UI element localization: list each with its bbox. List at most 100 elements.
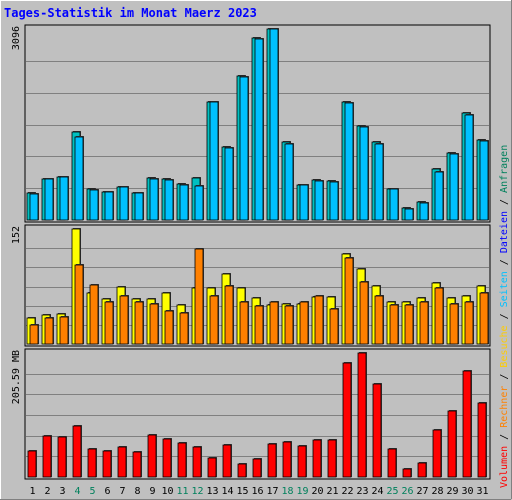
bar-dateien-day-9: [149, 178, 159, 221]
bar-besuche-day-4: [74, 264, 84, 345]
x-label-day-12: 12: [191, 486, 203, 497]
bar-besuche-day-17: [269, 301, 279, 345]
bar-volumen-day-18: [282, 441, 292, 478]
bar-dateien-day-1: [29, 193, 39, 221]
legend-text: Volumen / Rechner / Besuche / Seiten / D…: [499, 145, 510, 488]
bar-dateien-day-22: [344, 102, 354, 221]
legend-separator: /: [499, 307, 510, 325]
bar-dateien-day-28: [434, 171, 444, 221]
bar-dateien-day-11: [179, 184, 189, 221]
y-max-label-top: 3096: [11, 26, 22, 50]
legend-item-anfragen: Anfragen: [499, 145, 510, 193]
bar-dateien-day-14: [224, 147, 234, 221]
bar-volumen-day-2: [42, 435, 52, 478]
bar-dateien-day-13: [209, 101, 219, 221]
x-label-day-6: 6: [104, 486, 110, 497]
legend-item-besuche: Besuche: [499, 325, 510, 367]
bar-dateien-day-2: [44, 178, 54, 221]
bar-volumen-day-14: [222, 444, 232, 478]
x-axis-day-labels: 1 2 3 4 5 6 7 8 9 10 11 12 13 14 15 16 17 18 19 20 21 22 23 24 2…: [29, 486, 488, 497]
bar-besuche-day-25: [389, 304, 399, 345]
bar-dateien-day-31: [479, 140, 489, 221]
bar-volumen-day-31: [477, 402, 487, 478]
legend-right: Volumen / Rechner / Besuche / Seiten / D…: [499, 145, 510, 488]
bar-volumen-day-17: [267, 443, 277, 478]
bar-besuche-day-6: [104, 301, 114, 345]
bar-volumen-day-21: [327, 439, 337, 478]
bar-volumen-day-25: [387, 448, 397, 478]
bar-besuche-day-18: [284, 305, 294, 345]
bar-dateien-day-29: [449, 153, 459, 221]
bar-dateien-day-8: [134, 192, 144, 221]
bar-dateien-day-4: [74, 136, 84, 221]
bar-volumen-day-11: [177, 442, 187, 478]
legend-item-rechner: Rechner: [499, 386, 510, 428]
x-label-day-16: 16: [251, 486, 263, 497]
bar-besuche-day-13: [209, 295, 219, 345]
bar-dateien-day-30: [464, 114, 474, 221]
bar-besuche-day-21: [329, 308, 339, 345]
bar-volumen-day-3: [57, 436, 67, 478]
bar-besuche-day-16: [254, 305, 264, 345]
bar-besuche-day-20: [314, 295, 324, 345]
bar-besuche-day-8: [134, 301, 144, 345]
x-label-day-11: 11: [176, 486, 188, 497]
legend-separator: /: [499, 428, 510, 446]
x-label-day-3: 3: [59, 486, 65, 497]
bar-besuche-day-27: [419, 301, 429, 345]
x-label-day-13: 13: [206, 486, 218, 497]
x-label-day-21: 21: [326, 486, 338, 497]
legend-separator: /: [499, 193, 510, 211]
x-label-day-29: 29: [446, 486, 458, 497]
x-label-day-17: 17: [266, 486, 278, 497]
bar-dateien-day-21: [329, 181, 339, 221]
bar-besuche-day-24: [374, 295, 384, 345]
bar-volumen-day-1: [27, 450, 37, 478]
x-label-day-10: 10: [161, 486, 173, 497]
bar-dateien-day-26: [404, 208, 414, 221]
legend-separator: /: [499, 253, 510, 271]
legend-item-dateien: Dateien: [499, 211, 510, 253]
chart-panels: 3096 152 205.59 MB: [11, 24, 491, 480]
chart-title: Tages-Statistik im Monat Maerz 2023: [4, 6, 257, 20]
bar-dateien-day-16: [254, 38, 264, 221]
bar-volumen-day-16: [252, 458, 262, 478]
x-label-day-20: 20: [311, 486, 323, 497]
x-label-day-8: 8: [134, 486, 140, 497]
x-label-day-24: 24: [371, 486, 383, 497]
bar-dateien-day-17: [269, 28, 279, 221]
x-label-day-25: 25: [386, 486, 398, 497]
bar-dateien-day-19: [299, 184, 309, 221]
bar-besuche-day-5: [89, 284, 99, 345]
bar-besuche-day-19: [299, 301, 309, 345]
bar-dateien-day-5: [89, 189, 99, 221]
x-label-day-2: 2: [44, 486, 50, 497]
legend-item-volumen: Volumen: [499, 446, 510, 488]
bar-besuche-day-31: [479, 292, 489, 345]
bar-besuche-day-2: [44, 317, 54, 345]
bar-besuche-day-26: [404, 304, 414, 345]
bar-dateien-day-24: [374, 143, 384, 221]
bar-dateien-day-18: [284, 143, 294, 221]
bar-dateien-day-25: [389, 188, 399, 221]
x-label-day-14: 14: [221, 486, 233, 497]
x-label-day-4: 4: [74, 486, 80, 497]
x-label-day-1: 1: [29, 486, 35, 497]
x-label-day-19: 19: [296, 486, 308, 497]
bar-besuche-day-28: [434, 287, 444, 345]
bar-dateien-day-6: [104, 191, 114, 221]
bar-volumen-day-8: [132, 451, 142, 478]
bar-besuche-day-30: [464, 301, 474, 345]
bar-besuche-day-1: [29, 324, 39, 345]
x-label-day-9: 9: [149, 486, 155, 497]
bar-besuche-day-7: [119, 295, 129, 345]
bar-dateien-day-20: [314, 180, 324, 221]
bar-besuche-day-29: [449, 303, 459, 345]
bar-volumen-day-7: [117, 446, 127, 478]
bar-besuche-day-22: [344, 257, 354, 345]
bar-besuche-day-9: [149, 303, 159, 345]
bar-volumen-day-24: [372, 383, 382, 478]
bar-volumen-day-4: [72, 425, 82, 478]
panel-middle: 152: [11, 224, 491, 347]
x-label-day-23: 23: [356, 486, 368, 497]
